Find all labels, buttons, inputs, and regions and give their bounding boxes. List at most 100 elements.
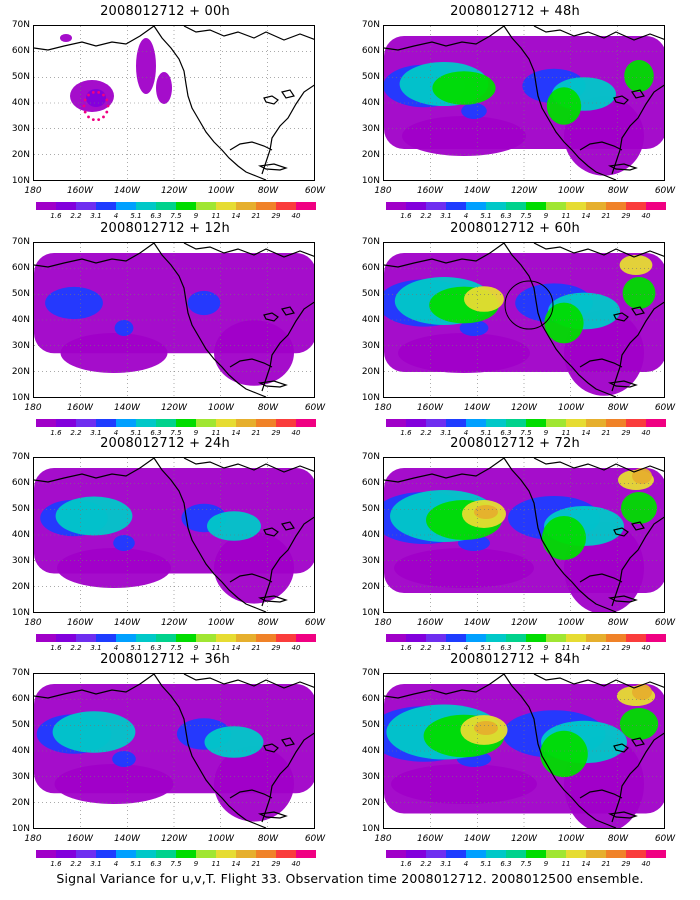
colorbar-swatch	[606, 850, 626, 858]
colorbar-swatch	[426, 850, 446, 858]
latitude-label: 60N	[11, 46, 30, 56]
colorbar-label: 14	[231, 860, 241, 868]
variance-map	[383, 242, 665, 398]
colorbar-label: 5.1	[480, 644, 492, 652]
colorbar	[36, 202, 316, 210]
colorbar-label: 4	[113, 212, 119, 220]
colorbar-swatch	[76, 634, 96, 642]
colorbar-label: 7.5	[520, 860, 532, 868]
colorbar	[386, 419, 666, 427]
colorbar-label: 3.1	[440, 644, 452, 652]
colorbar-swatch	[386, 419, 406, 427]
colorbar-label: 6.3	[500, 212, 512, 220]
variance-map	[33, 25, 315, 181]
colorbar-label: 4	[463, 429, 469, 437]
panel-title: 2008012712 + 60h	[450, 221, 580, 236]
colorbar-label: 14	[581, 212, 591, 220]
colorbar-label: 1.6	[50, 860, 62, 868]
colorbar-swatch	[176, 850, 196, 858]
colorbar-label: 14	[231, 644, 241, 652]
colorbar-label: 3.1	[90, 860, 102, 868]
colorbar	[386, 202, 666, 210]
colorbar-swatch	[296, 419, 316, 427]
latitude-label: 30N	[361, 772, 380, 782]
map-svg	[384, 674, 664, 828]
latitude-label: 10N	[11, 824, 30, 834]
colorbar-label: 21	[251, 644, 261, 652]
colorbar-swatch	[116, 419, 136, 427]
colorbar-label: 11	[561, 429, 571, 437]
colorbar-label: 5.1	[130, 644, 142, 652]
colorbar-swatch	[606, 634, 626, 642]
colorbar-labels: 1.6 2.2 3.1 4 5.1 6.3 7.5 9 11 14 21 29 40	[36, 429, 316, 439]
longitude-label: 140W	[463, 834, 491, 844]
forecast-panel: 2008012712 + 48h 70N 60N 50N 40N 30N 20N 10N 180…	[350, 4, 680, 222]
variance-map	[33, 673, 315, 829]
colorbar-labels: 1.6 2.2 3.1 4 5.1 6.3 7.5 9 11 14 21 29 40	[386, 212, 666, 222]
latitude-label: 10N	[11, 608, 30, 618]
colorbar-label: 7.5	[520, 429, 532, 437]
colorbar-swatch	[36, 634, 56, 642]
longitude-label: 60W	[654, 186, 676, 196]
latitude-label: 50N	[11, 720, 30, 730]
colorbar-label: 2.2	[70, 429, 82, 437]
colorbar-swatch	[156, 419, 176, 427]
colorbar-swatch	[96, 202, 116, 210]
longitude-label: 140W	[113, 618, 141, 628]
colorbar-label: 6.3	[150, 860, 162, 868]
latitude-label: 20N	[11, 150, 30, 160]
colorbar-swatch	[506, 419, 526, 427]
longitude-label: 140W	[113, 834, 141, 844]
colorbar-label: 1.6	[50, 644, 62, 652]
colorbar-swatch	[546, 850, 566, 858]
colorbar-swatch	[626, 634, 646, 642]
panel-title: 2008012712 + 48h	[450, 4, 580, 19]
colorbar-label: 1.6	[50, 212, 62, 220]
longitude-label: 120W	[160, 618, 188, 628]
colorbar-label: 9	[193, 212, 199, 220]
colorbar-label: 1.6	[400, 860, 412, 868]
latitude-label: 70N	[11, 237, 30, 247]
latitude-label: 40N	[361, 746, 380, 756]
longitude-label: 80W	[257, 618, 279, 628]
colorbar-swatch	[56, 850, 76, 858]
colorbar-swatch	[276, 634, 296, 642]
colorbar-labels: 1.6 2.2 3.1 4 5.1 6.3 7.5 9 11 14 21 29 40	[36, 860, 316, 870]
colorbar-label: 3.1	[90, 429, 102, 437]
longitude-label: 120W	[160, 186, 188, 196]
longitude-label: 80W	[607, 834, 629, 844]
colorbar-swatch	[426, 419, 446, 427]
colorbar-swatch	[276, 850, 296, 858]
colorbar-label: 29	[621, 860, 631, 868]
colorbar-label: 29	[271, 644, 281, 652]
colorbar-label: 5.1	[480, 212, 492, 220]
colorbar-label: 29	[271, 860, 281, 868]
latitude-label: 60N	[11, 263, 30, 273]
colorbar-label: 1.6	[400, 429, 412, 437]
colorbar-label: 1.6	[400, 212, 412, 220]
longitude-label: 180	[374, 834, 392, 844]
colorbar-label: 1.6	[50, 429, 62, 437]
colorbar-swatch	[56, 634, 76, 642]
colorbar-label: 4	[463, 212, 469, 220]
longitude-label: 160W	[66, 403, 94, 413]
colorbar-swatch	[176, 202, 196, 210]
colorbar-label: 11	[211, 860, 221, 868]
latitude-label: 50N	[361, 504, 380, 514]
longitude-label: 140W	[113, 186, 141, 196]
map-svg	[34, 458, 314, 612]
longitude-label: 100W	[207, 618, 235, 628]
latitude-label: 20N	[11, 367, 30, 377]
colorbar-label: 2.2	[70, 212, 82, 220]
colorbar-swatch	[446, 850, 466, 858]
longitude-label: 80W	[257, 403, 279, 413]
longitude-label: 160W	[66, 834, 94, 844]
colorbar-swatch	[406, 202, 426, 210]
colorbar-swatch	[386, 634, 406, 642]
latitude-label: 70N	[11, 668, 30, 678]
colorbar-labels: 1.6 2.2 3.1 4 5.1 6.3 7.5 9 11 14 21 29 40	[36, 212, 316, 222]
colorbar-swatch	[76, 850, 96, 858]
longitude-label: 100W	[207, 186, 235, 196]
colorbar-swatch	[236, 202, 256, 210]
latitude-label: 30N	[11, 124, 30, 134]
